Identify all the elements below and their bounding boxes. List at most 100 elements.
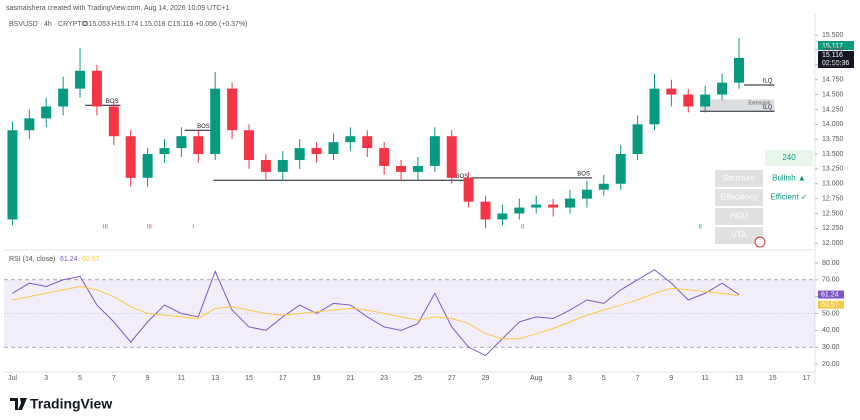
candle-body xyxy=(531,204,542,208)
x-tick-label: 17 xyxy=(279,375,287,382)
candle-body xyxy=(565,198,576,208)
panel-value: Efficient ✓ xyxy=(770,193,807,202)
panel: Structure Bullish ▲ Effeciency Efficient ✓ H… xyxy=(715,170,808,244)
candle-body xyxy=(75,70,86,89)
x-tick-label: 13 xyxy=(735,375,743,382)
x-tick-label: 5 xyxy=(78,375,82,382)
x-tick-label: 15 xyxy=(769,375,777,382)
x-tick-label: 3 xyxy=(44,375,48,382)
y-tick-label: 12.250 xyxy=(822,225,844,232)
y-tick-label: 14.750 xyxy=(822,77,844,84)
rsi-last-value: 60.57 xyxy=(821,302,839,309)
structure-label: BOS xyxy=(197,124,210,130)
candle-body xyxy=(328,142,339,155)
x-tick-label: 5 xyxy=(602,375,606,382)
panel-label: Structure xyxy=(723,174,756,183)
x-tick-label: 3 xyxy=(568,375,572,382)
x-tick-label: Jul xyxy=(8,375,17,382)
rsi-title: RSI (14, close) xyxy=(9,256,55,263)
candle-body xyxy=(345,136,356,143)
countdown: 02:50:36 xyxy=(822,60,849,67)
candle-body xyxy=(446,136,457,178)
zone xyxy=(700,99,775,112)
structure-label: BOS xyxy=(577,171,590,177)
y-tick-label: 13.250 xyxy=(822,166,844,173)
x-tick-label: 21 xyxy=(346,375,354,382)
panel-cell xyxy=(715,170,763,187)
candle-body xyxy=(159,148,170,155)
last-price-box xyxy=(818,41,854,50)
panel-cell xyxy=(715,227,763,244)
marker: I xyxy=(192,225,194,231)
x-tick-label: 7 xyxy=(112,375,116,382)
structure-label: BOS xyxy=(106,99,119,105)
y-tick-label: 20.00 xyxy=(822,361,840,368)
candle-body xyxy=(260,159,271,172)
candle-body xyxy=(548,204,559,208)
candle-body xyxy=(666,88,677,95)
candle-body xyxy=(683,94,694,107)
y-tick-label: 15.000 xyxy=(822,62,844,69)
panel-label: HGU xyxy=(730,212,748,221)
candle-body xyxy=(243,130,254,160)
x-tick-label: 27 xyxy=(448,375,456,382)
credit: sasmaishera created with TradingView.com… xyxy=(6,5,230,12)
candle-body xyxy=(649,88,660,125)
y-tick-label: 12.000 xyxy=(822,240,844,247)
rsi-line xyxy=(12,286,740,340)
candle-body xyxy=(632,124,643,155)
candle-body xyxy=(463,177,474,202)
x-tick-label: 19 xyxy=(313,375,321,382)
y-tick-label: 15.500 xyxy=(822,32,844,39)
last-price: 15.117 xyxy=(822,43,843,50)
candle-body xyxy=(176,136,187,149)
ohlc: O15.053 H15.174 L15.018 C15.116 +0.056 (… xyxy=(83,21,248,28)
marker: II xyxy=(698,225,702,231)
y-tick-label: 14.500 xyxy=(822,91,844,98)
candle-body xyxy=(108,106,119,137)
candle-body xyxy=(497,213,508,220)
close-price-box xyxy=(818,51,854,68)
candle-body xyxy=(7,130,18,220)
candle-body xyxy=(514,207,525,214)
panel-title-box xyxy=(765,150,813,166)
candle-body xyxy=(717,82,728,95)
rsi-last-value: 61.24 xyxy=(821,291,839,298)
candle-body xyxy=(733,57,744,83)
candle-body xyxy=(396,165,407,172)
y-tick-label: 40.00 xyxy=(822,327,840,334)
candle-body xyxy=(125,136,136,178)
candle-body xyxy=(581,189,592,199)
structure-label: ILQ xyxy=(763,79,773,85)
panel-label: VTA xyxy=(732,231,748,240)
y-tick-label: 12.500 xyxy=(822,210,844,217)
x-tick-label: 15 xyxy=(245,375,253,382)
x-tick-label: 13 xyxy=(211,375,219,382)
y-tick-label: 12.750 xyxy=(822,195,844,202)
x-tick-label: Aug xyxy=(530,375,543,382)
candle-body xyxy=(700,94,711,107)
footer xyxy=(0,388,860,420)
x-tick-label: 29 xyxy=(482,375,490,382)
x-tick-label: 9 xyxy=(146,375,150,382)
rsi-last-box xyxy=(818,290,844,299)
structure-label: ILQ xyxy=(763,105,773,111)
x-tick-label: 25 xyxy=(414,375,422,382)
panel-cell xyxy=(715,208,763,225)
y-tick-label: 15.250 xyxy=(822,47,844,54)
y-tick-label: 13.000 xyxy=(822,181,844,188)
brand: TradingView xyxy=(30,396,112,412)
candle-body xyxy=(429,136,440,166)
candle-body xyxy=(379,148,390,166)
x-tick-label: 9 xyxy=(669,375,673,382)
y-tick-label: 50.00 xyxy=(822,310,840,317)
y-tick-label: 70.00 xyxy=(822,277,840,284)
x-tick-label: 11 xyxy=(702,375,709,382)
candle-body xyxy=(142,154,153,178)
symbol: BSVUSD · 4h · CRYPTO xyxy=(9,21,87,28)
candle-body xyxy=(58,88,69,107)
y-tick-label: 14.250 xyxy=(822,106,844,113)
marker: II xyxy=(521,225,525,231)
